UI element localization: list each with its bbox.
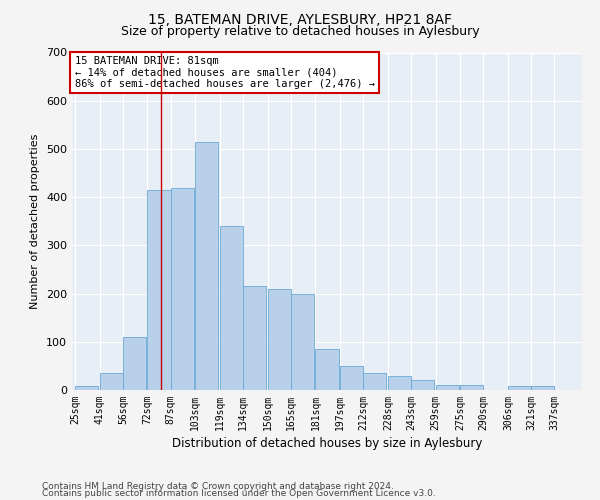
- Bar: [100, 373, 123, 390]
- Text: 15, BATEMAN DRIVE, AYLESBURY, HP21 8AF: 15, BATEMAN DRIVE, AYLESBURY, HP21 8AF: [148, 12, 452, 26]
- Bar: [460, 385, 484, 390]
- Bar: [268, 289, 291, 390]
- Bar: [340, 366, 363, 390]
- Bar: [123, 337, 146, 390]
- Bar: [508, 386, 531, 390]
- X-axis label: Distribution of detached houses by size in Aylesbury: Distribution of detached houses by size …: [172, 437, 482, 450]
- Bar: [220, 226, 243, 390]
- Y-axis label: Number of detached properties: Number of detached properties: [31, 134, 40, 309]
- Bar: [316, 349, 338, 390]
- Text: Contains public sector information licensed under the Open Government Licence v3: Contains public sector information licen…: [42, 490, 436, 498]
- Text: Size of property relative to detached houses in Aylesbury: Size of property relative to detached ho…: [121, 25, 479, 38]
- Text: Contains HM Land Registry data © Crown copyright and database right 2024.: Contains HM Land Registry data © Crown c…: [42, 482, 394, 491]
- Bar: [363, 373, 386, 390]
- Bar: [148, 190, 170, 390]
- Bar: [170, 188, 194, 390]
- Bar: [531, 386, 554, 390]
- Bar: [436, 385, 459, 390]
- Bar: [195, 142, 218, 390]
- Text: 15 BATEMAN DRIVE: 81sqm
← 14% of detached houses are smaller (404)
86% of semi-d: 15 BATEMAN DRIVE: 81sqm ← 14% of detache…: [74, 56, 374, 89]
- Bar: [75, 386, 98, 390]
- Bar: [411, 380, 434, 390]
- Bar: [243, 286, 266, 390]
- Bar: [388, 376, 411, 390]
- Bar: [291, 294, 314, 390]
